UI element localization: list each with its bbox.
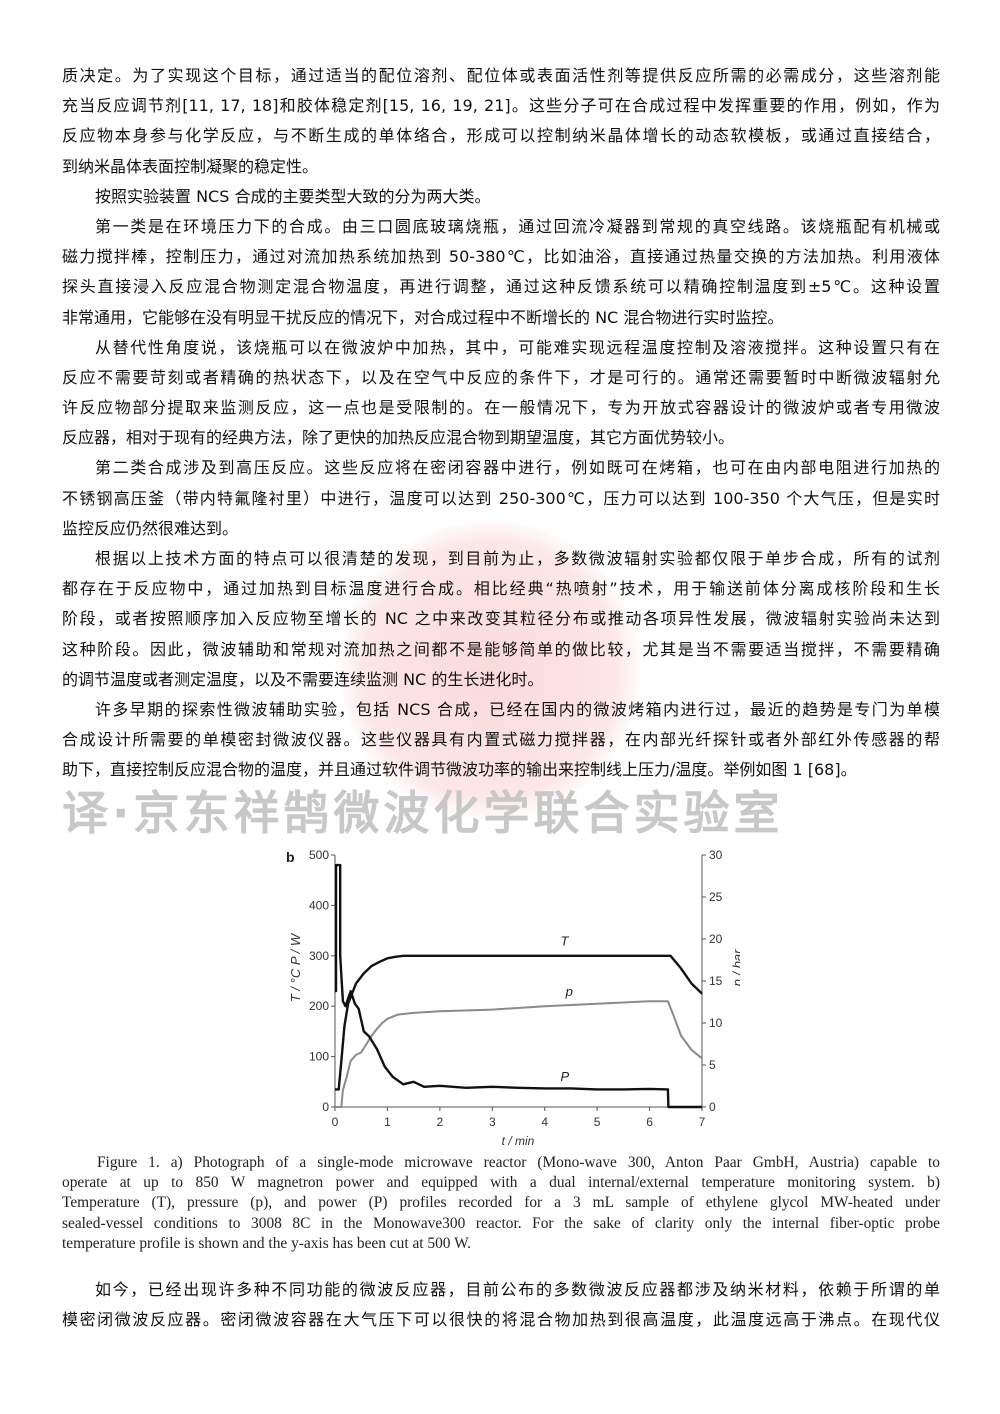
text-line: 阶段，或者按照顺序加入反应物至增长的 NC 之中来改变其粒径分布或推动各项异性发…: [62, 609, 940, 629]
series-P-label: P: [560, 1069, 569, 1084]
text-line: 根据以上技术方面的特点可以很清楚的发现，到目前为止，多数微波辐射实验都仅限于单步…: [95, 549, 940, 568]
logo-watermark: [340, 520, 640, 820]
x-tick-label: 7: [699, 1115, 706, 1129]
x-tick-label: 0: [332, 1115, 339, 1129]
tail-paragraph: 如今，已经出现许多种不同功能的微波反应器，目前公布的多数微波反应器都涉及纳米材料…: [62, 1275, 940, 1335]
text-line: 充当反应调节剂[11, 17, 18]和胶体稳定剂[15, 16, 19, 21…: [62, 96, 940, 116]
caption-line: operate at up to 850 W magnetron power a…: [62, 1174, 940, 1192]
text-line: 监控反应仍然很难达到。: [62, 518, 239, 538]
panel-label: b: [286, 849, 295, 865]
body-text: 质决定。为了实现这个目标，通过适当的配位溶剂、配位体或表面活性剂等提供反应所需的…: [62, 61, 940, 786]
x-tick-label: 4: [541, 1115, 548, 1129]
text-line: 许多早期的探索性微波辅助实验，包括 NCS 合成，已经在国内的微波烤箱内进行过，…: [95, 699, 940, 719]
y-tick-label-left: 300: [309, 949, 329, 963]
y-tick-label-left: 200: [309, 999, 329, 1013]
paragraph: 第一类是在环境压力下的合成。由三口圆底玻璃烧瓶，通过回流冷凝器到常规的真空线路。…: [62, 212, 940, 333]
text-line: 不锈钢高压釜（带内特氟隆衬里）中进行，温度可以达到 250-300℃，压力可以达…: [62, 488, 940, 508]
y-tick-label-left: 0: [322, 1100, 329, 1114]
series-T-line: [335, 954, 703, 1091]
text-line: 非常通用，它能够在没有明显干扰反应的情况下，对合成过程中不断增长的 NC 混合物…: [62, 307, 784, 327]
series-p-line: [335, 1000, 703, 1108]
paragraph: 第二类合成涉及到高压反应。这些反应将在密闭容器中进行，例如既可在烤箱，也可在由内…: [62, 453, 940, 544]
text-line: 探头直接浸入反应混合物测定混合物温度，再进行调整，通过这种反馈系统可以精确控制温…: [62, 277, 940, 297]
lab-watermark: 译·京东祥鹄微波化学联合实验室: [62, 786, 784, 840]
x-tick-label: 5: [594, 1115, 601, 1129]
x-tick-label: 3: [489, 1115, 496, 1129]
x-tick-label: 1: [384, 1115, 391, 1129]
text-line: 这种阶段。因此，微波辅助和常规对流加热之间都不是能够简单的做比较，尤其是当不需要…: [62, 639, 940, 659]
text-line: 按照实验装置 NCS 合成的主要类型大致的分为两大类。: [95, 186, 491, 206]
y-tick-label-right: 25: [709, 890, 723, 904]
y-tick-label-left: 400: [309, 898, 329, 912]
paragraph: 质决定。为了实现这个目标，通过适当的配位溶剂、配位体或表面活性剂等提供反应所需的…: [62, 61, 940, 182]
text-line: 模密闭微波反应器。密闭微波容器在大气压下可以很快的将混合物加热到很高温度，此温度…: [62, 1310, 940, 1330]
y-tick-label-right: 0: [709, 1100, 716, 1114]
series-T-label: T: [560, 934, 569, 949]
caption-line: Temperature (T), pressure (p), and power…: [62, 1194, 940, 1212]
text-line: 第一类是在环境压力下的合成。由三口圆底玻璃烧瓶，通过回流冷凝器到常规的真空线路。…: [95, 216, 940, 236]
x-axis-title: t / min: [502, 1134, 535, 1148]
y-tick-label-left: 100: [309, 1050, 329, 1064]
y-axis-title-left: T / °C P / W: [288, 932, 303, 1002]
y-tick-label-right: 20: [709, 932, 723, 946]
y-tick-label-right: 30: [709, 848, 723, 862]
text-line: 反应不需要苛刻或者精确的热状态下，以及在空气中反应的条件下，才是可行的。通常还需…: [62, 367, 940, 387]
text-line: 质决定。为了实现这个目标，通过适当的配位溶剂、配位体或表面活性剂等提供反应所需的…: [62, 66, 940, 85]
series-P-line: [334, 863, 702, 1109]
y-axis-title-right: p / bar: [730, 949, 740, 988]
text-line: 到纳米晶体表面控制凝聚的稳定性。: [62, 156, 319, 176]
paragraph: 许多早期的探索性微波辅助实验，包括 NCS 合成，已经在国内的微波烤箱内进行过，…: [62, 695, 940, 786]
text-line: 许反应物部分提取来监测反应，这一点也是受限制的。在一般情况下，专为开放式容器设计…: [62, 398, 940, 418]
caption-line: sealed-vessel conditions to 3008 8C in t…: [62, 1214, 940, 1232]
paragraph: 从替代性角度说，该烧瓶可以在微波炉中加热，其中，可能难实现远程温度控制及溶液搅拌…: [62, 333, 940, 454]
y-tick-label-left: 500: [309, 848, 329, 862]
caption-line: temperature profile is shown and the y-a…: [62, 1234, 472, 1252]
text-line: 的调节温度或者测定温度，以及不需要连续监测 NC 的生长进化时。: [62, 669, 544, 689]
figure-caption: Figure 1. a) Photograph of a single-mode…: [62, 1153, 940, 1254]
text-line: 第二类合成涉及到高压反应。这些反应将在密闭容器中进行，例如既可在烤箱，也可在由内…: [95, 458, 940, 478]
text-line: 反应器，相对于现有的经典方法，除了更快的加热反应混合物到期望温度，其它方面优势较…: [62, 428, 735, 448]
paragraph: 按照实验装置 NCS 合成的主要类型大致的分为两大类。: [62, 182, 940, 212]
text-line: 助下，直接控制反应混合物的温度，并且通过软件调节微波功率的输出来控制线上压力/温…: [62, 760, 857, 780]
text-line: 反应物本身参与化学反应，与不断生成的单体络合，形成可以控制纳米晶体增长的动态软模…: [62, 126, 940, 146]
text-line: 磁力搅拌棒，控制压力，通过对流加热系统加热到 50-380℃，比如油浴，直接通过…: [62, 247, 940, 267]
series-p-label: p: [565, 984, 573, 999]
text-line: 合成设计所需要的单模密封微波仪器。这些仪器具有内置式磁力搅拌器，在内部光纤探针或…: [62, 730, 940, 750]
x-tick-label: 6: [646, 1115, 653, 1129]
paragraph: 根据以上技术方面的特点可以很清楚的发现，到目前为止，多数微波辐射实验都仅限于单步…: [62, 544, 940, 695]
y-tick-label-right: 10: [709, 1016, 723, 1030]
text-line: 如今，已经出现许多种不同功能的微波反应器，目前公布的多数微波反应器都涉及纳米材料…: [95, 1280, 940, 1299]
text-line: 从替代性角度说，该烧瓶可以在微波炉中加热，其中，可能难实现远程温度控制及溶液搅拌…: [95, 337, 940, 357]
text-line: 都存在于反应物中，通过加热到目标温度进行合成。相比经典“热喷射”技术，用于输送前…: [62, 579, 940, 599]
x-tick-label: 2: [437, 1115, 444, 1129]
y-tick-label-right: 15: [709, 974, 723, 988]
caption-line: Figure 1. a) Photograph of a single-mode…: [97, 1154, 940, 1171]
y-tick-label-right: 5: [709, 1058, 716, 1072]
